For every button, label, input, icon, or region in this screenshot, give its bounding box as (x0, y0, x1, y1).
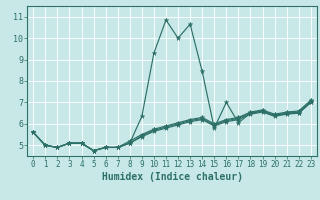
X-axis label: Humidex (Indice chaleur): Humidex (Indice chaleur) (101, 172, 243, 182)
